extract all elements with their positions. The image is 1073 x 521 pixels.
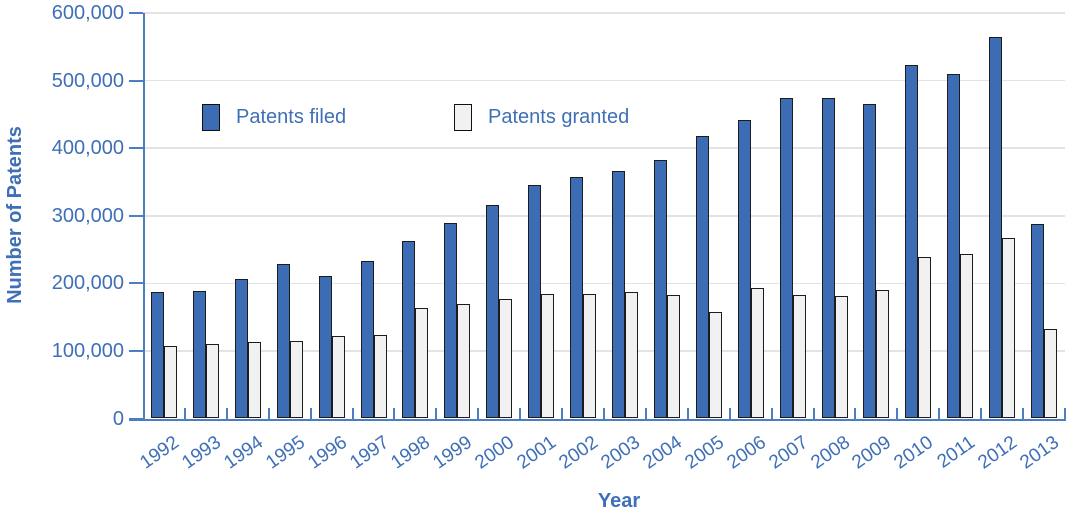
bar-patents-filed-2002 [570,177,584,419]
bar-patents-filed-2000 [486,204,500,419]
bar-patents-granted-2011 [960,253,974,419]
bar-patents-filed-2011 [947,74,961,419]
legend-item-patents-filed: Patents filed [202,104,346,131]
gridline [143,12,1065,14]
bar-patents-granted-1993 [205,344,219,419]
x-axis-tick [267,408,270,419]
bar-patents-filed-2004 [653,159,667,419]
x-axis-tick [938,408,941,419]
y-axis-line [143,13,145,420]
x-axis-tick [603,408,605,419]
legend-item-patents-granted: Patents granted [454,104,629,131]
x-axis-tick [351,408,354,419]
bar-patents-filed-1997 [360,261,374,419]
x-axis-tick [183,408,186,419]
x-axis-title: Year [597,490,641,512]
bar-patents-granted-2013 [1044,328,1058,419]
bar-patents-filed-2006 [737,120,751,419]
x-axis-line [129,418,1066,421]
x-axis-tick [812,408,815,419]
bar-patents-filed-2009 [863,104,877,419]
bar-patents-granted-2012 [1002,238,1016,419]
bar-patents-granted-1994 [247,341,261,419]
gridline [143,147,1065,149]
legend-label-patents-granted: Patents granted [488,106,630,128]
x-axis-tick [393,408,396,419]
x-axis-tick [770,408,773,419]
x-axis-tick [519,408,522,419]
bar-patents-granted-2007 [792,295,806,419]
bar-patents-granted-1997 [373,334,387,419]
x-axis-tick [435,408,438,419]
bar-patents-filed-1999 [444,222,458,419]
y-tick-label: 300,000 [51,204,124,227]
bar-patents-granted-2010 [918,256,932,419]
bar-patents-filed-2010 [905,64,919,419]
y-axis-tick [129,147,143,150]
gridline [143,350,1065,352]
x-axis-tick [686,408,689,419]
y-tick-label: 0 [112,407,124,430]
x-axis-tick [225,408,228,419]
gridline [143,215,1065,217]
y-axis-tick [129,214,143,217]
bar-patents-granted-2002 [583,293,597,419]
x-axis-tick [854,408,857,419]
gridline [143,282,1065,285]
bar-patents-filed-1998 [402,241,416,419]
bar-patents-granted-1999 [457,303,471,419]
bar-patents-granted-2009 [876,290,890,419]
bar-patents-granted-1995 [289,341,303,419]
y-axis-tick [129,349,143,352]
bar-patents-filed-1994 [234,279,248,419]
bar-patents-filed-1993 [192,290,206,419]
patents-filed-swatch-icon [202,104,220,131]
bar-patents-filed-2012 [989,36,1003,419]
y-axis-tick [129,12,143,14]
x-axis-tick [728,408,731,419]
x-axis-tick [644,408,647,419]
bar-patents-filed-2001 [528,184,542,419]
bar-patents-granted-2003 [624,292,638,419]
bar-patents-granted-2001 [541,294,555,419]
bar-patents-granted-2004 [666,295,680,419]
bar-patents-granted-1996 [331,336,345,419]
y-tick-label: 400,000 [51,137,124,160]
gridline [143,79,1065,82]
x-axis-tick [980,408,983,419]
y-tick-label: 600,000 [51,2,124,24]
x-axis-tick [561,408,564,419]
x-axis-tick [1022,408,1025,419]
bar-patents-granted-2000 [499,299,513,419]
bar-patents-granted-1992 [163,345,177,419]
bar-patents-granted-1998 [415,308,429,419]
x-axis-tick [477,408,480,419]
patents-granted-swatch-icon [454,104,472,131]
y-tick-label: 200,000 [51,272,124,295]
bar-patents-filed-2008 [821,97,835,419]
bar-patents-filed-2003 [611,170,625,419]
y-tick-label: 100,000 [51,339,124,362]
bar-patents-filed-1995 [276,264,290,419]
bar-patents-filed-2007 [779,98,793,419]
bar-patents-filed-2005 [695,135,709,419]
y-tick-label: 500,000 [51,69,124,92]
y-axis-tick [129,282,143,285]
x-axis-tick [896,408,899,419]
x-axis-tick [1064,408,1066,419]
bar-patents-granted-2008 [834,296,848,419]
bar-patents-granted-2006 [750,287,764,419]
bar-patents-granted-2005 [708,312,722,419]
x-axis-tick [309,408,312,419]
bar-patents-filed-1992 [150,292,164,419]
legend-label-patents-filed: Patents filed [236,106,347,128]
bar-patents-filed-2013 [1031,224,1045,419]
bar-patents-filed-1996 [318,275,332,419]
y-axis-tick [129,79,143,82]
